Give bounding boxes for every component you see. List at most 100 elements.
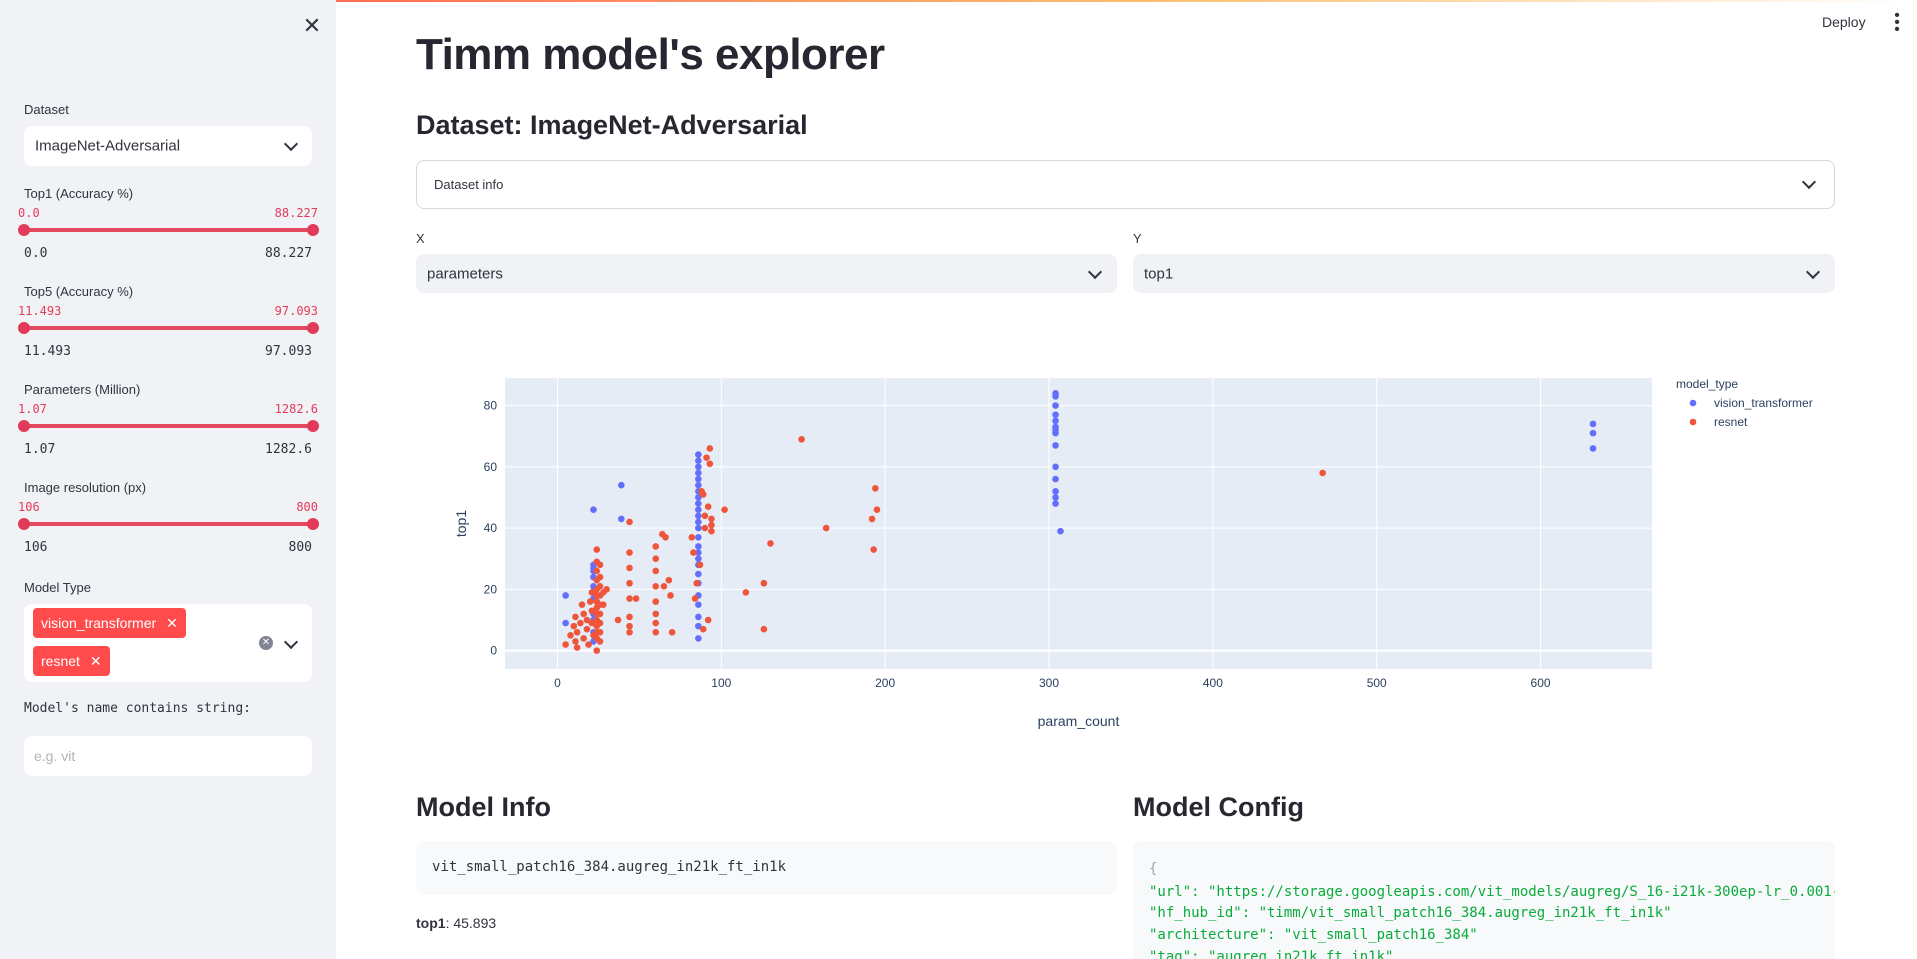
data-point-vision_transformer[interactable] (1052, 500, 1059, 507)
slider-low-thumb[interactable] (18, 322, 30, 334)
data-point-resnet[interactable] (703, 454, 710, 461)
slider-track[interactable] (24, 424, 313, 428)
slider-high-thumb[interactable] (307, 224, 319, 236)
data-point-resnet[interactable] (578, 601, 586, 608)
data-point-resnet[interactable] (596, 638, 604, 645)
legend-marker[interactable] (1689, 418, 1697, 426)
data-point-resnet[interactable] (593, 567, 601, 575)
data-point-resnet[interactable] (701, 524, 709, 532)
data-point-resnet[interactable] (600, 601, 607, 608)
clear-all-icon[interactable]: ✕ (259, 636, 273, 650)
remove-tag-icon[interactable]: ✕ (89, 653, 102, 669)
data-point-resnet[interactable] (626, 622, 633, 630)
slider-track[interactable] (24, 522, 313, 526)
legend-entry[interactable]: vision_transformer (1714, 396, 1813, 410)
data-point-resnet[interactable] (652, 543, 660, 550)
data-point-resnet[interactable] (626, 628, 633, 636)
slider-low-thumb[interactable] (18, 224, 30, 236)
data-point-resnet[interactable] (577, 619, 584, 627)
data-point-resnet[interactable] (1319, 469, 1326, 477)
data-point-resnet[interactable] (760, 579, 768, 587)
data-point-resnet[interactable] (652, 610, 660, 618)
data-point-resnet[interactable] (708, 527, 715, 535)
data-point-resnet[interactable] (596, 628, 604, 636)
data-point-resnet[interactable] (652, 567, 660, 575)
data-point-vision_transformer[interactable] (1052, 402, 1059, 409)
plot-background[interactable] (505, 378, 1652, 669)
vertical-dots-icon[interactable]: • • • (1894, 7, 1900, 38)
data-point-resnet[interactable] (662, 533, 669, 541)
data-point-vision_transformer[interactable] (695, 506, 702, 514)
data-point-resnet[interactable] (626, 613, 633, 621)
data-point-vision_transformer[interactable] (695, 524, 702, 532)
data-point-resnet[interactable] (567, 632, 574, 639)
x-axis-select[interactable]: parameters (416, 254, 1117, 293)
data-point-resnet[interactable] (701, 512, 709, 520)
data-point-resnet[interactable] (596, 610, 604, 618)
y-axis-select[interactable]: top1 (1133, 254, 1835, 293)
data-point-resnet[interactable] (603, 586, 610, 593)
data-point-resnet[interactable] (572, 638, 579, 645)
data-point-resnet[interactable] (699, 625, 707, 633)
data-point-resnet[interactable] (742, 589, 750, 596)
data-point-resnet[interactable] (652, 628, 660, 636)
data-point-resnet[interactable] (652, 619, 660, 627)
data-point-resnet[interactable] (868, 515, 876, 523)
data-point-vision_transformer[interactable] (1052, 475, 1059, 483)
data-point-resnet[interactable] (652, 598, 660, 605)
data-point-vision_transformer[interactable] (695, 601, 702, 608)
data-point-vision_transformer[interactable] (1589, 445, 1597, 452)
data-point-vision_transformer[interactable] (695, 613, 702, 621)
dataset-info-expander[interactable]: Dataset info (416, 160, 1835, 209)
scatter-plot[interactable]: 0 100 200 300 400 500 600 0 20 40 60 80 param_count t… (416, 345, 1846, 745)
slider-high-thumb[interactable] (307, 518, 319, 530)
data-point-resnet[interactable] (626, 518, 633, 526)
data-point-resnet[interactable] (626, 549, 633, 556)
data-point-resnet[interactable] (872, 484, 879, 492)
data-point-vision_transformer[interactable] (695, 635, 702, 642)
legend-entry[interactable]: resnet (1714, 415, 1748, 429)
slider-track[interactable] (24, 228, 313, 232)
data-point-resnet[interactable] (708, 515, 715, 523)
data-point-vision_transformer[interactable] (695, 555, 702, 563)
data-point-resnet[interactable] (596, 561, 604, 569)
data-point-resnet[interactable] (626, 564, 633, 572)
data-point-vision_transformer[interactable] (695, 463, 702, 471)
data-point-resnet[interactable] (632, 595, 640, 602)
legend-marker[interactable] (1689, 399, 1697, 407)
data-point-resnet[interactable] (583, 616, 591, 624)
data-point-resnet[interactable] (706, 445, 714, 452)
data-point-vision_transformer[interactable] (618, 481, 625, 489)
tag-vision-transformer[interactable]: vision_transformer ✕ (33, 608, 186, 638)
data-point-resnet[interactable] (706, 460, 714, 468)
model-type-multiselect[interactable]: vision_transformer ✕ resnet ✕ ✕ (24, 604, 312, 682)
chevron-down-icon[interactable] (283, 634, 299, 650)
data-point-resnet[interactable] (593, 647, 601, 654)
tag-resnet[interactable]: resnet ✕ (33, 646, 110, 676)
data-point-vision_transformer[interactable] (1052, 411, 1059, 419)
data-point-resnet[interactable] (822, 524, 830, 532)
data-point-resnet[interactable] (588, 607, 596, 615)
dataset-select[interactable]: ImageNet-Adversarial (24, 126, 312, 166)
data-point-vision_transformer[interactable] (695, 570, 702, 578)
data-point-resnet[interactable] (693, 579, 701, 587)
data-point-resnet[interactable] (668, 628, 676, 636)
data-point-vision_transformer[interactable] (695, 533, 702, 541)
data-point-vision_transformer[interactable] (695, 518, 702, 526)
data-point-resnet[interactable] (562, 641, 569, 648)
data-point-resnet[interactable] (696, 561, 704, 569)
data-point-resnet[interactable] (593, 546, 601, 553)
data-point-resnet[interactable] (626, 579, 633, 587)
data-point-resnet[interactable] (596, 573, 604, 581)
data-point-resnet[interactable] (870, 546, 877, 553)
data-point-resnet[interactable] (667, 592, 674, 599)
data-point-resnet[interactable] (690, 549, 697, 556)
data-point-vision_transformer[interactable] (618, 515, 625, 523)
data-point-resnet[interactable] (580, 635, 587, 642)
data-point-resnet[interactable] (798, 435, 805, 443)
slider-low-thumb[interactable] (18, 420, 30, 432)
data-point-vision_transformer[interactable] (695, 512, 702, 520)
data-point-resnet[interactable] (691, 595, 699, 602)
data-point-vision_transformer[interactable] (695, 475, 702, 483)
data-point-resnet[interactable] (588, 619, 596, 627)
